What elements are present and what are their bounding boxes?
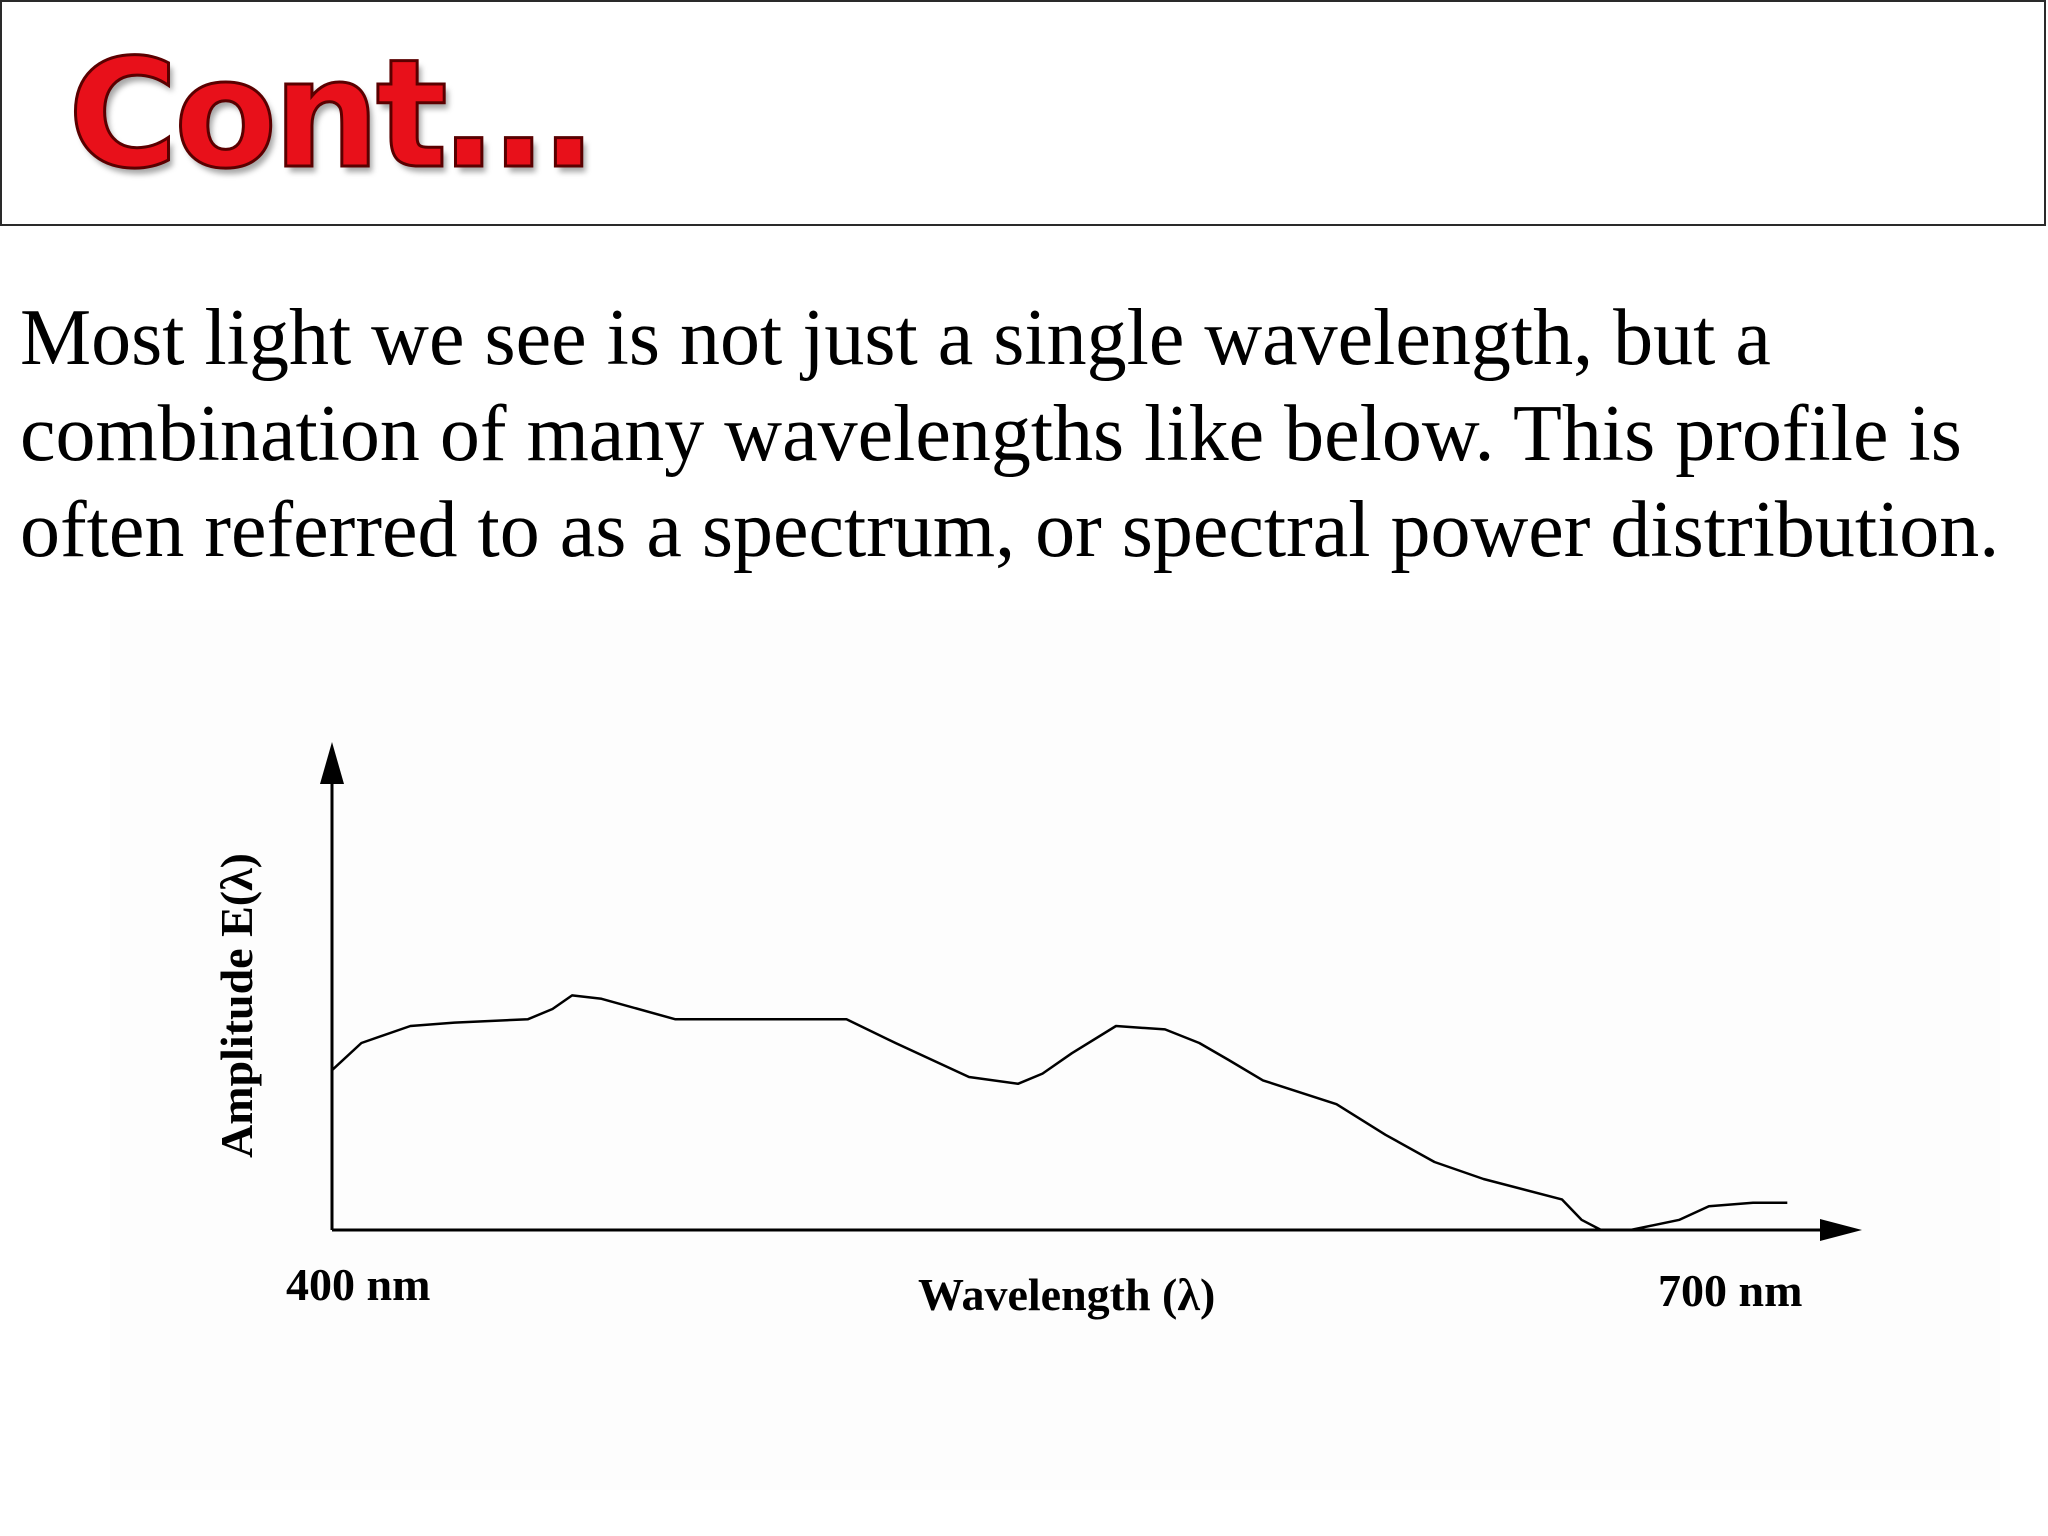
spectrum-series-line	[331, 994, 1788, 1232]
body-line-3: often referred to as a spectrum, or spec…	[20, 486, 2000, 574]
x-start-label: 400 nm	[286, 1259, 430, 1310]
x-end-label: 700 nm	[1658, 1265, 1802, 1316]
y-axis-arrowhead	[320, 742, 344, 784]
y-axis-label: Amplitude E(λ)	[211, 853, 262, 1158]
title-box: Cont…	[0, 0, 2046, 226]
x-axis-arrowhead	[1820, 1219, 1862, 1241]
body-line-2: combination of many wavelengths like bel…	[20, 390, 1962, 478]
spectrum-chart: 400 nm Wavelength (λ) 700 nm Amplitude E…	[110, 610, 2000, 1490]
spectrum-chart-svg: 400 nm Wavelength (λ) 700 nm Amplitude E…	[211, 742, 1862, 1320]
body-paragraph: Most light we see is not just a single w…	[20, 290, 2030, 578]
body-line-1: Most light we see is not just a single w…	[20, 294, 1771, 382]
x-axis-label: Wavelength (λ)	[918, 1269, 1215, 1320]
slide-title: Cont…	[67, 28, 596, 202]
